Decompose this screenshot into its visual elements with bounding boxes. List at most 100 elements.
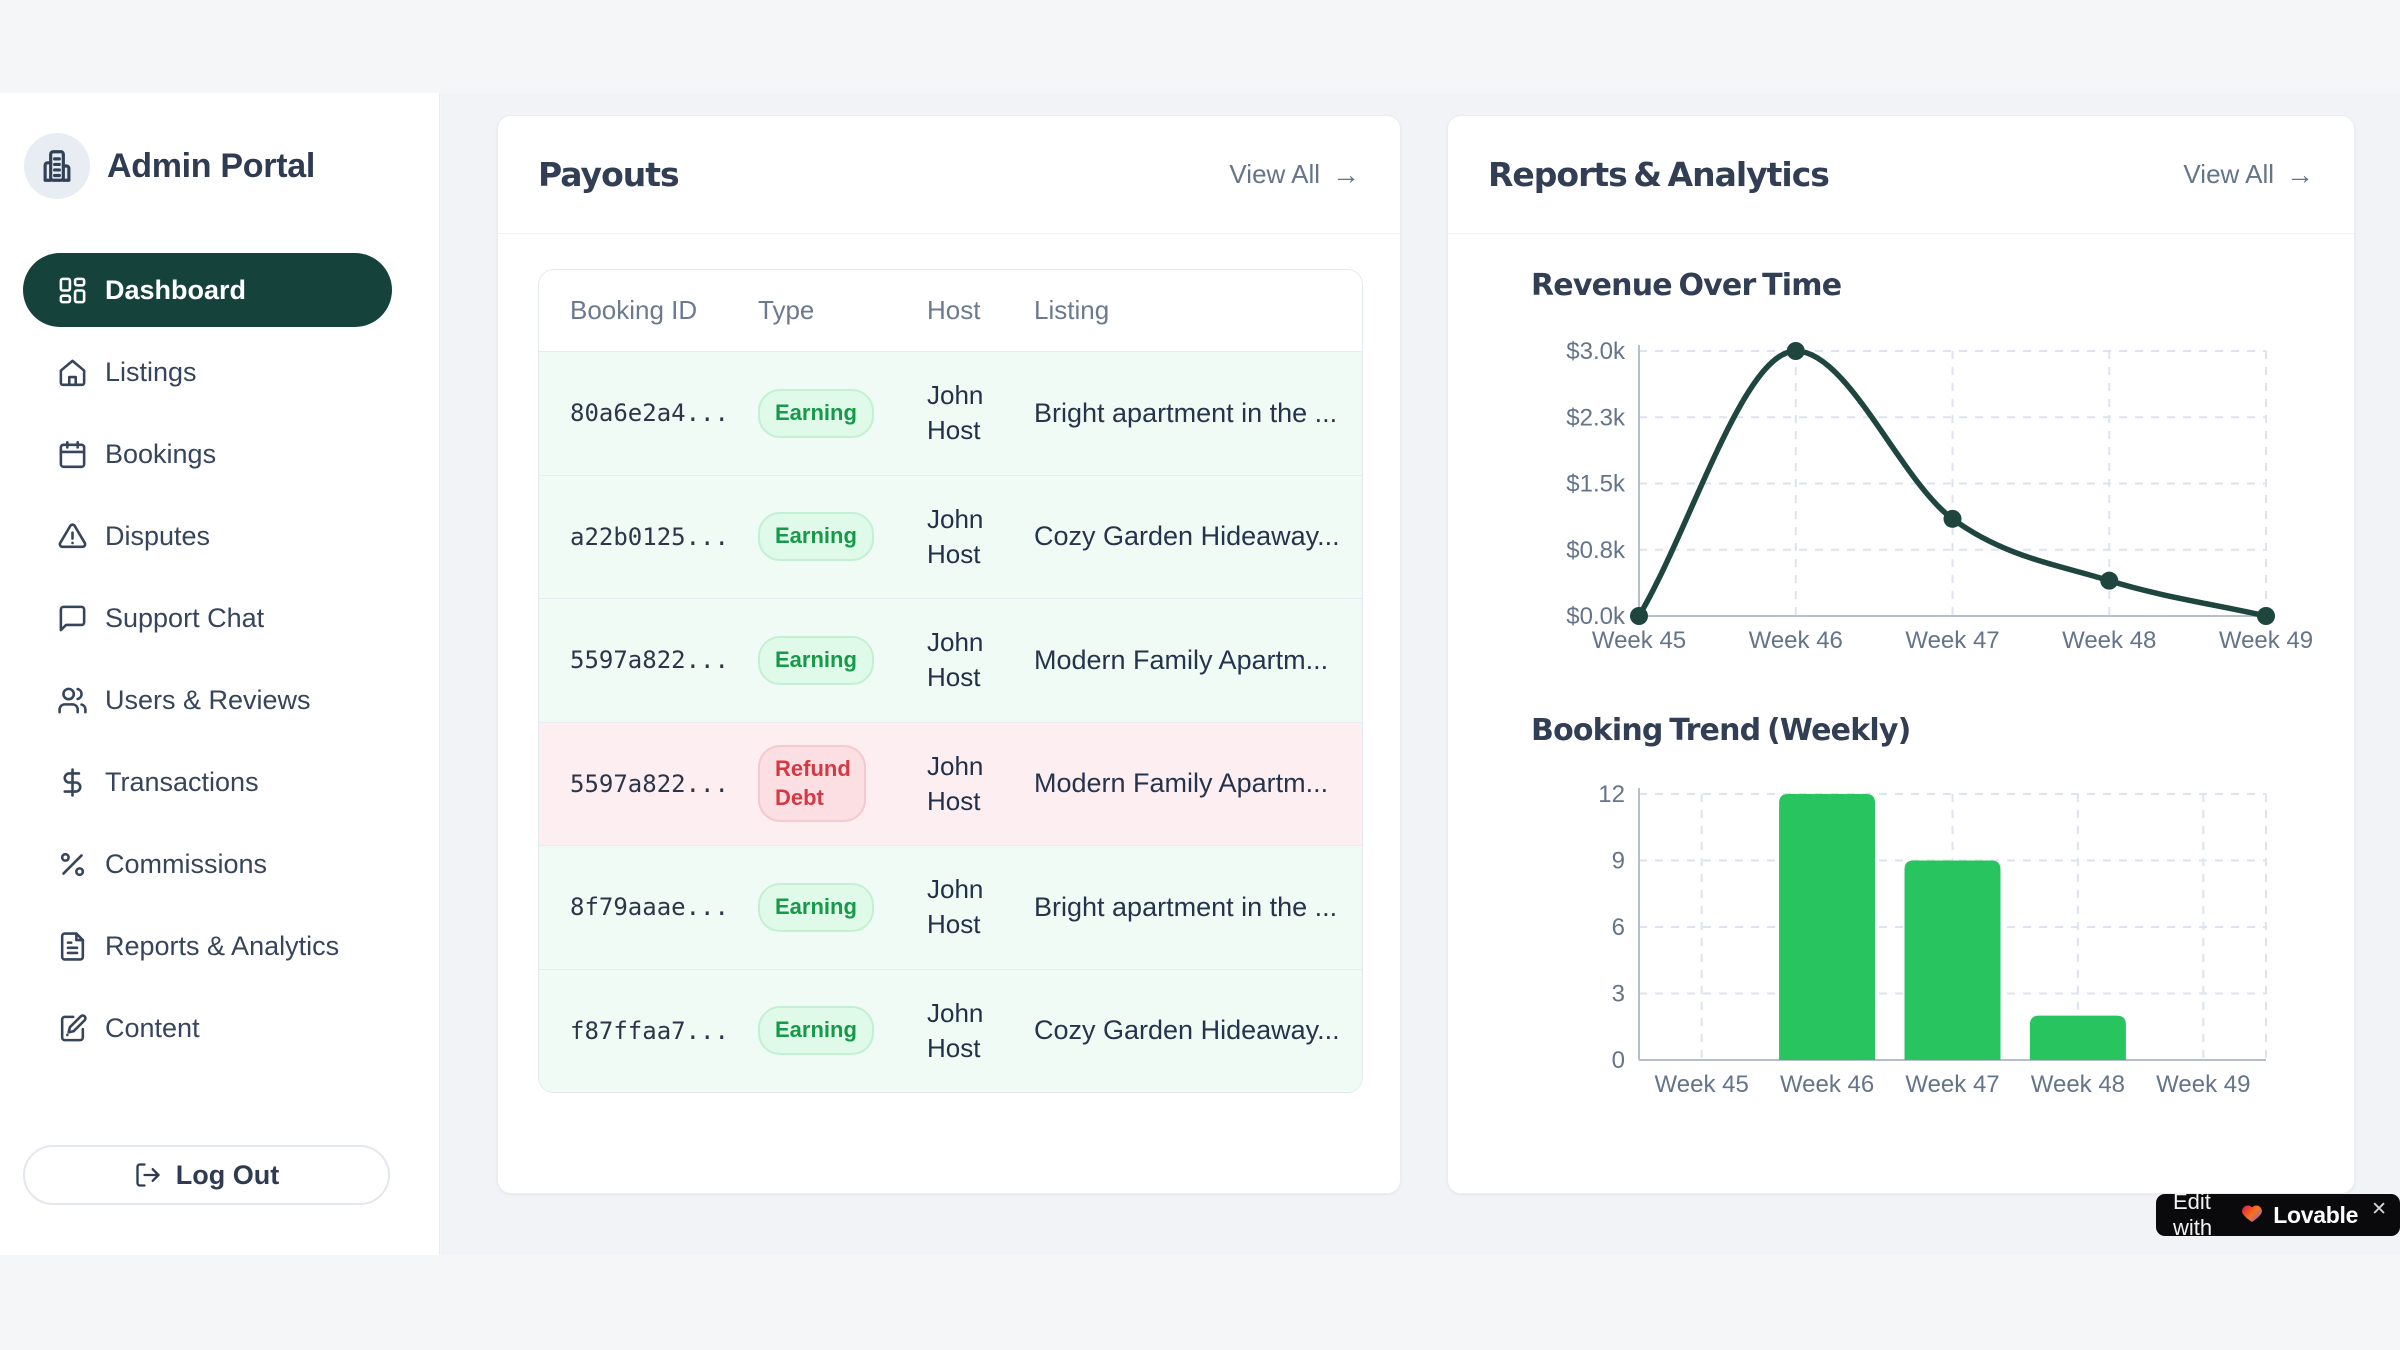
table-row: f87ffaa7... Earning John Host Cozy Garden H… [539,968,1362,1092]
brand: Admin Portal [24,133,315,199]
sidebar-item-transactions[interactable]: Transactions [23,745,392,819]
host-cell: John Host [927,997,984,1063]
column-header: Host [927,295,981,325]
building-icon [24,133,90,199]
sidebar-item-disputes[interactable]: Disputes [23,499,392,573]
svg-text:12: 12 [1598,781,1625,808]
logout-label: Log Out [175,1159,280,1190]
sidebar-item-dashboard[interactable]: Dashboard [23,253,392,327]
listing-cell: Bright apartment in the ... [1034,891,1338,922]
sidebar: Admin Portal Dashboard Listings Bookings Di… [0,93,440,1255]
logout-button[interactable]: Log Out [23,1145,390,1205]
svg-text:$2.3k: $2.3k [1566,404,1626,431]
host-cell: John Host [927,503,984,569]
type-cell: Earning [758,1006,927,1056]
revenue-chart-title: Revenue Over Time [1531,268,1842,303]
sidebar-item-label: Bookings [105,438,217,469]
home-icon [57,357,88,388]
sidebar-item-reports-analytics[interactable]: Reports & Analytics [23,909,392,983]
table-row: a22b0125... Earning John Host Cozy Garden H… [539,474,1362,598]
logout-icon [134,1161,162,1189]
type-cell: Earning [758,512,927,562]
payouts-table: Booking ID Type Host Listing 80a6e2a4... Ear… [538,269,1363,1093]
dollar-icon [57,767,88,798]
svg-text:Week 46: Week 46 [1780,1071,1874,1098]
listing-cell: Cozy Garden Hideaway... [1034,521,1340,552]
svg-text:Week 47: Week 47 [1905,627,1999,654]
svg-text:$1.5k: $1.5k [1566,471,1626,498]
arrow-right-icon: → [2286,158,2314,190]
sidebar-item-label: Transactions [105,766,259,797]
host-cell: John Host [927,380,984,446]
svg-text:$3.0k: $3.0k [1566,338,1626,365]
host-cell: John Host [927,750,984,816]
svg-text:0: 0 [1612,1047,1625,1074]
type-cell: Earning [758,635,927,685]
app-title: Admin Portal [107,146,315,185]
lovable-prefix: Edit with [2173,1189,2213,1240]
svg-text:$0.8k: $0.8k [1566,537,1626,564]
sidebar-item-label: Disputes [105,520,211,551]
sidebar-item-label: Dashboard [105,274,247,305]
booking-id-cell: a22b0125... [570,522,729,551]
svg-text:6: 6 [1612,914,1625,941]
table-row: 80a6e2a4... Earning John Host Bright apartm… [539,351,1362,475]
sidebar-item-users-reviews[interactable]: Users & Reviews [23,663,392,737]
svg-text:Week 46: Week 46 [1749,627,1843,654]
reports-card: Reports & Analytics View All → Revenue O… [1447,115,2355,1194]
column-header: Booking ID [570,295,698,325]
lovable-badge[interactable]: Edit with Lovable ✕ [2156,1189,2400,1240]
payouts-table-body: 80a6e2a4... Earning John Host Bright apartm… [539,351,1362,1092]
booking-id-cell: 5597a822... [570,769,729,798]
reports-view-all-link[interactable]: View All → [2183,159,2314,190]
view-all-label: View All [2183,159,2274,189]
reports-card-header: Reports & Analytics View All → [1448,116,2354,234]
svg-text:Week 45: Week 45 [1592,627,1686,654]
table-row: 5597a822... Refund Debt John Host Modern Fa… [539,721,1362,845]
svg-text:$0.0k: $0.0k [1566,603,1626,630]
close-icon[interactable]: ✕ [2371,1199,2387,1220]
payouts-card: Payouts View All → Booking ID Type Host Lis… [497,115,1401,1194]
sidebar-item-label: Commissions [105,848,268,879]
sidebar-item-label: Support Chat [105,602,265,633]
svg-text:Week 48: Week 48 [2031,1071,2125,1098]
revenue-line-chart: $0.0k $0.8k $1.5k $2.3k $3.0k Week 45 Week 46 W… [1566,338,2313,654]
payouts-table-header: Booking ID Type Host Listing [539,270,1362,351]
users-icon [57,685,88,716]
sidebar-item-content[interactable]: Content [23,991,392,1065]
sidebar-item-listings[interactable]: Listings [23,335,392,409]
sidebar-nav: Dashboard Listings Bookings Disputes Support… [23,253,392,1065]
booking-id-cell: 80a6e2a4... [570,399,729,428]
svg-text:3: 3 [1612,981,1625,1008]
type-badge: Earning [758,882,874,932]
type-badge: Earning [758,388,874,438]
sidebar-item-label: Content [105,1012,200,1043]
svg-text:Week 49: Week 49 [2156,1071,2250,1098]
svg-text:Week 47: Week 47 [1905,1071,1999,1098]
calendar-icon [57,439,88,470]
sidebar-item-label: Listings [105,356,197,387]
lovable-heart-icon [2240,1201,2264,1230]
listing-cell: Modern Family Apartm... [1034,644,1329,675]
payouts-title: Payouts [538,155,680,194]
dashboard-icon [57,275,88,306]
arrow-right-icon: → [1332,158,1360,190]
sidebar-item-support-chat[interactable]: Support Chat [23,581,392,655]
table-row: 8f79aaae... Earning John Host Bright apartm… [539,845,1362,969]
table-row: 5597a822... Earning John Host Modern Family… [539,598,1362,722]
column-header: Type [758,295,815,325]
payouts-card-header: Payouts View All → [498,116,1400,234]
listing-cell: Bright apartment in the ... [1034,397,1338,428]
host-cell: John Host [927,627,984,693]
booking-id-cell: 5597a822... [570,646,729,675]
type-badge: Earning [758,512,874,562]
booking-trend-bar-chart: 0 3 6 9 12 Week 45 Week 46 Week 47 Week 48 Week 4… [1598,781,2267,1098]
sidebar-item-commissions[interactable]: Commissions [23,827,392,901]
edit-doc-icon [57,1013,88,1044]
payouts-view-all-link[interactable]: View All → [1229,159,1360,190]
type-cell: Refund Debt [758,745,927,823]
svg-text:Week 49: Week 49 [2219,627,2313,654]
booking-trend-chart-title: Booking Trend (Weekly) [1531,713,1911,748]
sidebar-item-bookings[interactable]: Bookings [23,417,392,491]
